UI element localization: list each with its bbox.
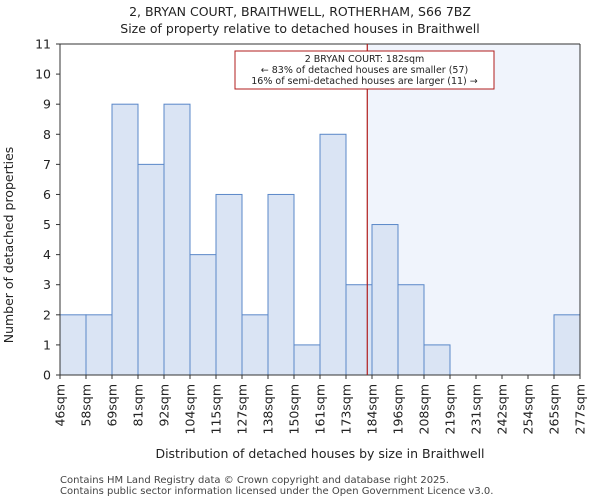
chart-title: 2, BRYAN COURT, BRAITHWELL, ROTHERHAM, S… [129, 4, 471, 19]
x-axis-label: Distribution of detached houses by size … [155, 446, 484, 461]
plot-area: 0 1 2 3 4 5 6 7 8 9 10 11 46sqm 58sqm 69sqm 81sqm 92sqm 1… [35, 37, 587, 435]
bar [397, 284, 425, 376]
bar [189, 254, 217, 376]
y-tick-label: 10 [35, 67, 51, 82]
bar [111, 103, 139, 376]
x-tick-label: 173sqm [339, 384, 354, 434]
y-tick-label: 2 [43, 307, 51, 322]
x-tick-label: 277sqm [573, 384, 588, 434]
x-tick-label: 184sqm [365, 384, 380, 434]
bar [553, 314, 581, 376]
y-tick-label: 1 [43, 337, 51, 352]
annotation-line: 2 BRYAN COURT: 182sqm [305, 54, 425, 65]
x-tick-label: 58sqm [79, 384, 94, 427]
x-tick-label: 231sqm [469, 384, 484, 434]
x-tick-label: 115sqm [209, 384, 224, 434]
bar [371, 224, 399, 376]
y-tick-label: 7 [43, 157, 51, 172]
footer-line-1: Contains HM Land Registry data © Crown c… [60, 475, 449, 486]
footer-line-2: Contains public sector information licen… [60, 486, 493, 497]
bar [423, 344, 451, 376]
y-tick-label: 11 [35, 37, 51, 52]
x-tick-label: 150sqm [287, 384, 302, 434]
x-tick-label: 161sqm [313, 384, 328, 434]
bar [85, 314, 113, 376]
x-tick-label: 46sqm [53, 384, 68, 427]
y-tick-label: 9 [43, 97, 51, 112]
x-tick-label: 81sqm [131, 384, 146, 427]
x-tick-label: 92sqm [157, 384, 172, 427]
bar [241, 314, 269, 376]
chart-subtitle: Size of property relative to detached ho… [120, 21, 479, 36]
y-tick-label: 0 [43, 368, 51, 383]
bar [59, 314, 87, 376]
y-tick-label: 3 [43, 277, 51, 292]
y-tick-label: 4 [43, 247, 51, 262]
annotation-line: ← 83% of detached houses are smaller (57… [261, 65, 468, 76]
bar [267, 193, 295, 376]
bar [345, 284, 373, 376]
annotation-line: 16% of semi-detached houses are larger (… [251, 76, 478, 87]
x-tick-label: 219sqm [443, 384, 458, 434]
bar [319, 133, 347, 376]
x-tick-label: 104sqm [183, 384, 198, 434]
bar [293, 344, 321, 376]
y-tick-label: 5 [43, 217, 51, 232]
x-tick-label: 242sqm [495, 384, 510, 434]
x-tick-label: 127sqm [235, 384, 250, 434]
x-tick-label: 254sqm [521, 384, 536, 434]
annotation-box [234, 50, 495, 90]
y-axis-label: Number of detached properties [1, 147, 16, 344]
x-tick-label: 265sqm [547, 384, 562, 434]
bar [163, 103, 191, 376]
bar [215, 193, 243, 376]
x-tick-label: 138sqm [261, 384, 276, 434]
x-tick-label: 69sqm [105, 384, 120, 427]
x-tick-label: 208sqm [417, 384, 432, 434]
bar [137, 163, 165, 376]
y-tick-label: 6 [43, 187, 51, 202]
y-tick-label: 8 [43, 127, 51, 142]
x-tick-label: 196sqm [391, 384, 406, 434]
